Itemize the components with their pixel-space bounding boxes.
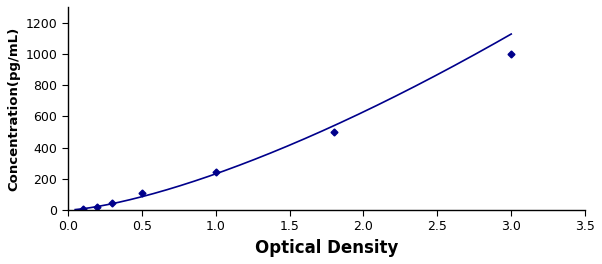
X-axis label: Optical Density: Optical Density — [255, 239, 398, 257]
Y-axis label: Concentration(pg/mL): Concentration(pg/mL) — [7, 26, 20, 191]
